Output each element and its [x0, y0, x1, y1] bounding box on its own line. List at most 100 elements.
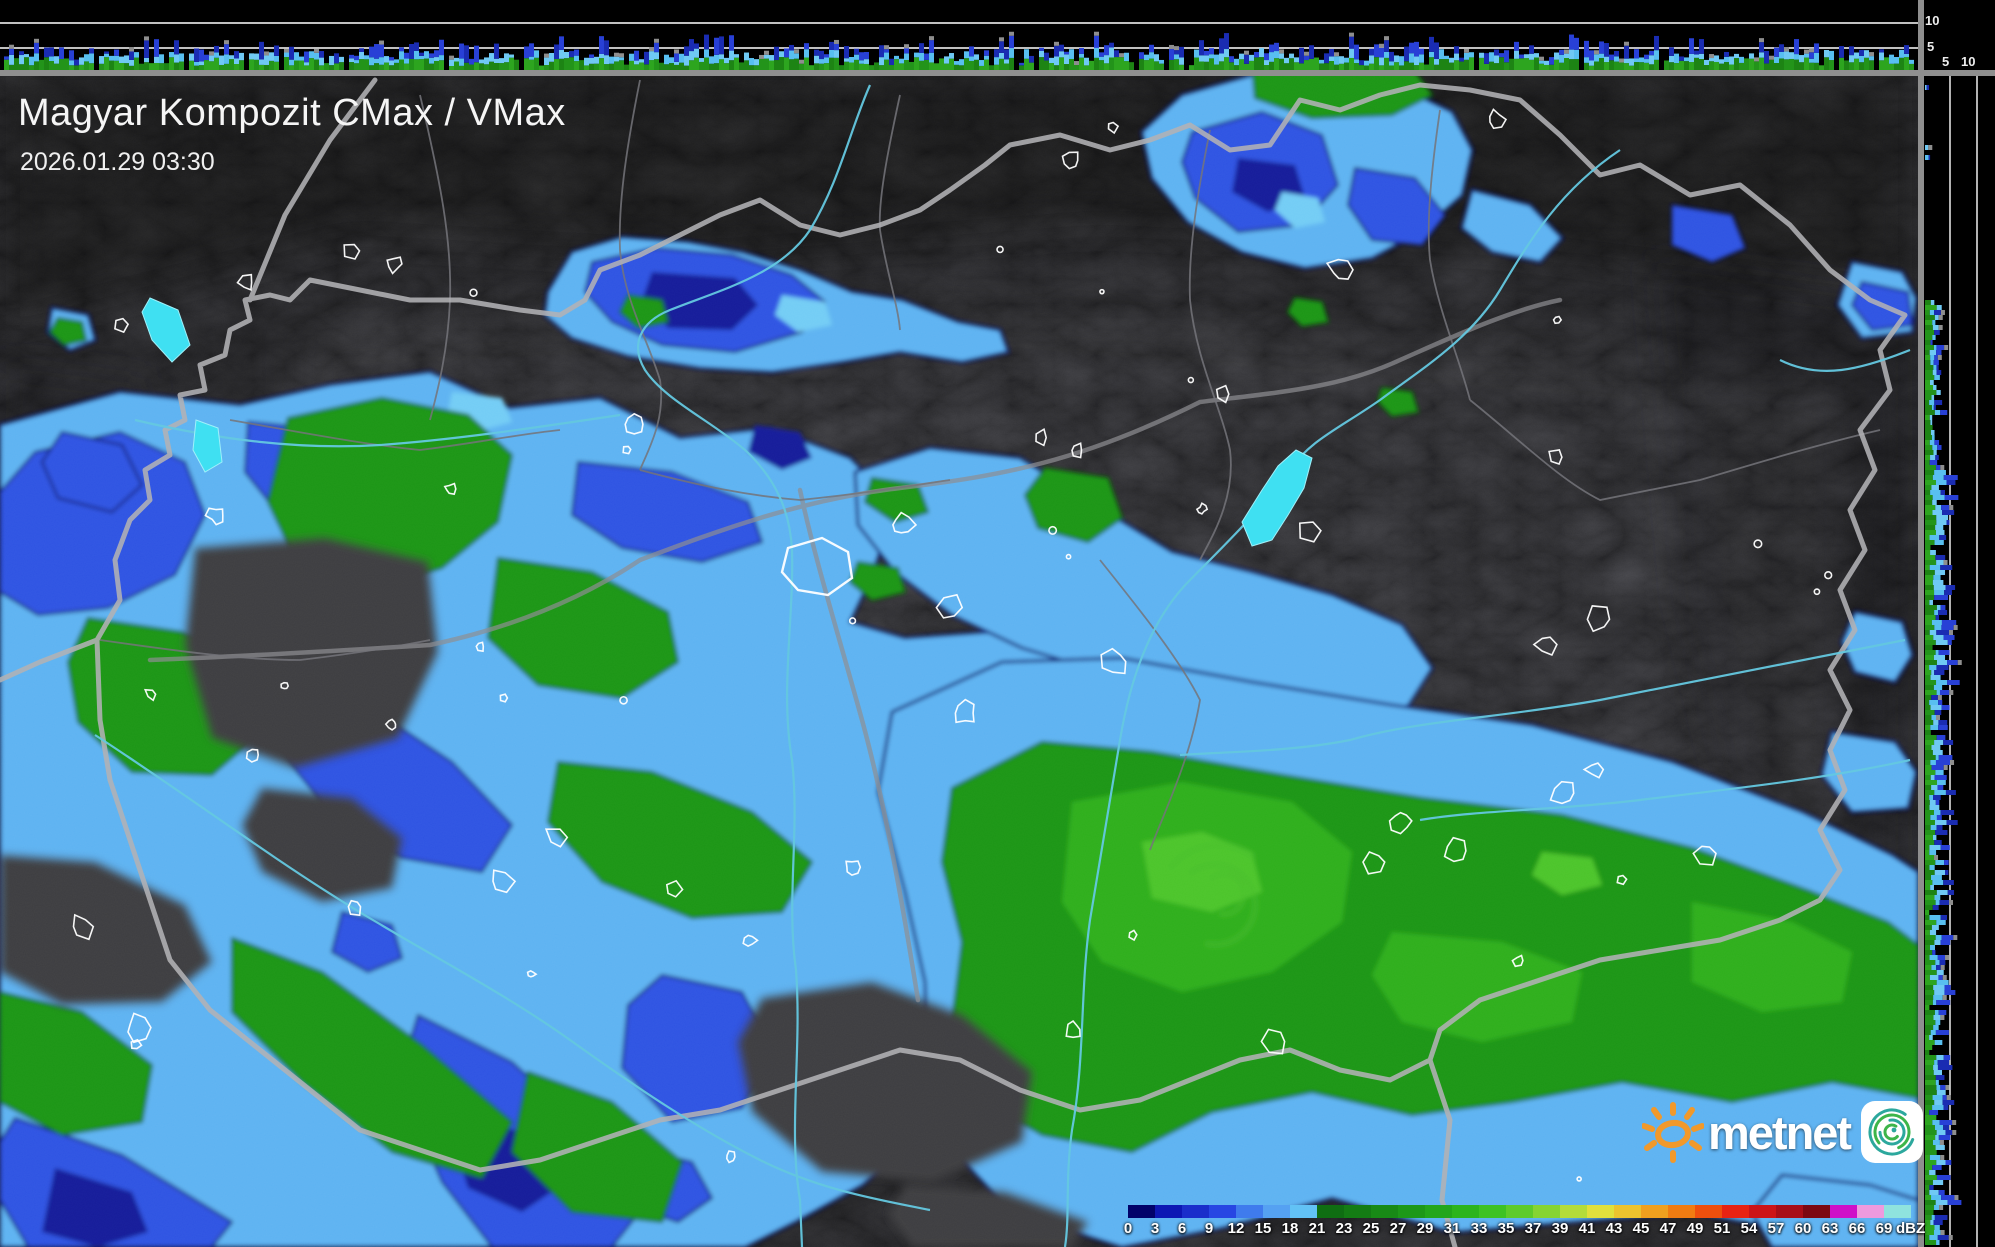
dbz-scale-segment — [1641, 1205, 1668, 1218]
lake-small-west — [192, 419, 223, 473]
right-axis-label-5km: 5 — [1942, 54, 1950, 69]
settlement-outline — [1753, 539, 1763, 549]
settlement-outline — [127, 1012, 152, 1044]
settlement-outline — [1586, 605, 1611, 633]
sun-icon — [1642, 1102, 1704, 1163]
dbz-scale-segment — [1371, 1205, 1398, 1218]
dbz-scale-segment — [1884, 1205, 1911, 1218]
dbz-scale-segment — [1857, 1205, 1884, 1218]
dbz-tick-label: 49 — [1686, 1220, 1704, 1237]
dbz-tick-label: 45 — [1632, 1220, 1650, 1237]
settlement-outline — [845, 860, 862, 876]
settlement-outline — [1048, 525, 1058, 535]
settlement-outline — [544, 828, 569, 848]
metnet-app-icon — [1861, 1101, 1924, 1163]
dbz-scale-segment — [1776, 1205, 1803, 1218]
budapest-outline — [780, 536, 854, 597]
settlement-outline — [1616, 874, 1628, 886]
settlement-outline — [204, 507, 224, 526]
settlement-outline — [892, 511, 918, 534]
dbz-scale-segment — [1830, 1205, 1857, 1218]
dbz-tick-label: 6 — [1177, 1220, 1187, 1237]
dbz-scale-segment — [1290, 1205, 1317, 1218]
dbz-scale-segment — [1614, 1205, 1641, 1218]
settlement-outline — [848, 617, 857, 625]
top-axis-label-10km: 10 — [1925, 13, 1940, 28]
dbz-tick-label: 41 — [1578, 1220, 1596, 1237]
settlement-outline — [1532, 636, 1558, 657]
settlement-outline — [443, 482, 457, 496]
settlement-outline — [245, 748, 260, 763]
dbz-tick-label: 51 — [1713, 1220, 1731, 1237]
settlement-outline — [1065, 553, 1072, 560]
settlement-outline — [1362, 851, 1386, 875]
strip-divider-vertical — [1918, 0, 1924, 1247]
settlement-outline — [280, 681, 290, 690]
dbz-tick-label: 31 — [1443, 1220, 1461, 1237]
dbz-tick-label: 54 — [1740, 1220, 1758, 1237]
settlement-outline — [1215, 384, 1230, 404]
settlement-outline — [1548, 449, 1563, 465]
settlement-outline — [347, 899, 362, 917]
top-axis-label-5km: 5 — [1927, 39, 1935, 54]
dbz-tick-label: 35 — [1497, 1220, 1515, 1237]
dbz-tick-label: 25 — [1362, 1220, 1380, 1237]
lakes — [141, 297, 1313, 547]
settlement-outline — [1552, 315, 1563, 325]
settlement-outline — [624, 412, 644, 435]
settlement-outline — [1187, 376, 1195, 384]
dbz-tick-label: 57 — [1767, 1220, 1785, 1237]
settlement-outline — [1298, 521, 1322, 543]
dbz-tick-label: 15 — [1254, 1220, 1272, 1237]
dbz-scale-segment — [1749, 1205, 1776, 1218]
settlement-outlines — [72, 108, 1833, 1182]
dbz-tick-label: 47 — [1659, 1220, 1677, 1237]
dbz-tick-label: 63 — [1821, 1220, 1839, 1237]
dbz-tick-label: 60 — [1794, 1220, 1812, 1237]
settlement-outline — [1488, 108, 1508, 130]
dbz-scale-segment — [1128, 1205, 1155, 1218]
right-profile-data — [1925, 85, 1962, 1245]
county-borders — [99, 79, 1881, 851]
dbz-scale-labels: dBZ 0 3 6 9 12 15 18 21 23 25 27 29 31 33 35 37 39 41 43 45… — [1124, 1218, 1938, 1240]
dbz-scale-segment — [1560, 1205, 1587, 1218]
dbz-scale-segment — [1587, 1205, 1614, 1218]
settlement-outline — [526, 970, 538, 978]
settlement-outline — [343, 243, 361, 260]
dbz-scale-segment — [1263, 1205, 1290, 1218]
dbz-tick-label: 66 — [1848, 1220, 1866, 1237]
top-profile-data — [4, 31, 1914, 70]
dbz-scale-segment — [1803, 1205, 1830, 1218]
right-axis-label-10km: 10 — [1961, 54, 1976, 69]
settlement-outline — [725, 1150, 736, 1164]
settlement-outline — [954, 698, 975, 724]
dbz-tick-label: 69 — [1875, 1220, 1893, 1237]
dbz-tick-label: 23 — [1335, 1220, 1353, 1237]
dbz-tick-label: 27 — [1389, 1220, 1407, 1237]
settlement-outline — [1100, 647, 1127, 675]
dbz-tick-label: 37 — [1524, 1220, 1542, 1237]
settlement-outline — [1128, 929, 1138, 942]
settlement-outline — [492, 869, 517, 894]
settlement-outline — [935, 593, 964, 619]
dbz-tick-label: 0 — [1123, 1220, 1133, 1237]
dbz-tick-label: 33 — [1470, 1220, 1488, 1237]
dbz-tick-label: 43 — [1605, 1220, 1623, 1237]
dbz-scale-segment — [1344, 1205, 1371, 1218]
timestamp: 2026.01.29 03:30 — [20, 148, 215, 176]
dbz-tick-label: 29 — [1416, 1220, 1434, 1237]
settlement-outline — [72, 913, 95, 941]
dbz-scale-segment — [1398, 1205, 1425, 1218]
settlement-outline — [996, 245, 1004, 254]
settlement-outline — [1443, 836, 1467, 863]
page-title: Magyar Kompozit CMax / VMax — [18, 92, 566, 134]
dbz-scale-segment — [1425, 1205, 1452, 1218]
lake-tisza — [1241, 449, 1313, 547]
settlement-outline — [1107, 121, 1120, 135]
dbz-scale-segment — [1182, 1205, 1209, 1218]
dbz-tick-label: 39 — [1551, 1220, 1569, 1237]
settlement-outline — [130, 1038, 143, 1050]
settlement-outline — [1549, 780, 1575, 805]
strip-divider-horizontal — [0, 70, 1995, 76]
